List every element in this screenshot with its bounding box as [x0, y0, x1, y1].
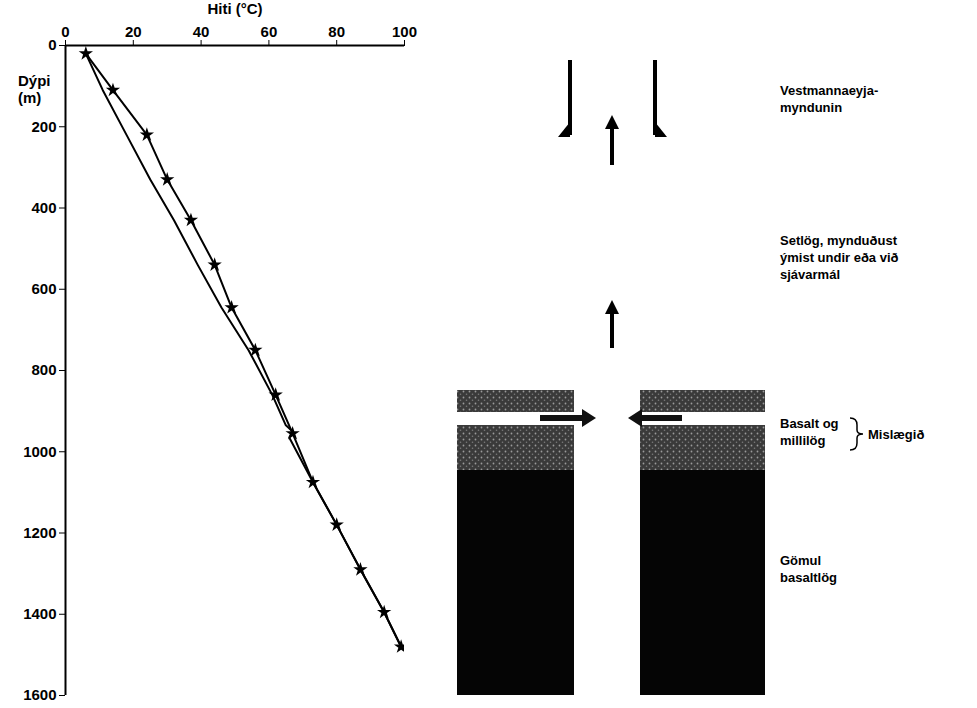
- svg-text:400: 400: [31, 199, 56, 216]
- svg-text:20: 20: [125, 23, 142, 40]
- svg-text:100: 100: [392, 23, 417, 40]
- svg-text:Hiti (°C): Hiti (°C): [207, 0, 262, 17]
- svg-text:Mislægið: Mislægið: [868, 427, 924, 442]
- svg-text:Vestmannaeyja-: Vestmannaeyja-: [780, 83, 878, 98]
- svg-text:myndunin: myndunin: [780, 100, 842, 115]
- svg-text:80: 80: [328, 23, 345, 40]
- svg-text:sjávarmál: sjávarmál: [780, 267, 840, 282]
- svg-text:1200: 1200: [23, 524, 56, 541]
- svg-text:60: 60: [261, 23, 278, 40]
- svg-text:1600: 1600: [23, 686, 56, 703]
- svg-text:40: 40: [193, 23, 210, 40]
- svg-text:200: 200: [31, 118, 56, 135]
- svg-text:millilög: millilög: [780, 433, 826, 448]
- html-text:Dýpi: Dýpi: [18, 72, 51, 89]
- svg-text:0: 0: [61, 23, 69, 40]
- svg-text:ýmist undir eða við: ýmist undir eða við: [780, 250, 899, 265]
- svg-text:1400: 1400: [23, 605, 56, 622]
- html-text:(m): (m): [18, 89, 42, 106]
- svg-text:Basalt og: Basalt og: [780, 416, 839, 431]
- svg-text:Setlög, mynduðust: Setlög, mynduðust: [780, 233, 898, 248]
- svg-text:0: 0: [48, 36, 56, 53]
- svg-text:800: 800: [31, 361, 56, 378]
- svg-text:600: 600: [31, 280, 56, 297]
- svg-text:basaltlög: basaltlög: [780, 570, 837, 585]
- svg-text:1000: 1000: [23, 443, 56, 460]
- svg-text:Gömul: Gömul: [780, 553, 821, 568]
